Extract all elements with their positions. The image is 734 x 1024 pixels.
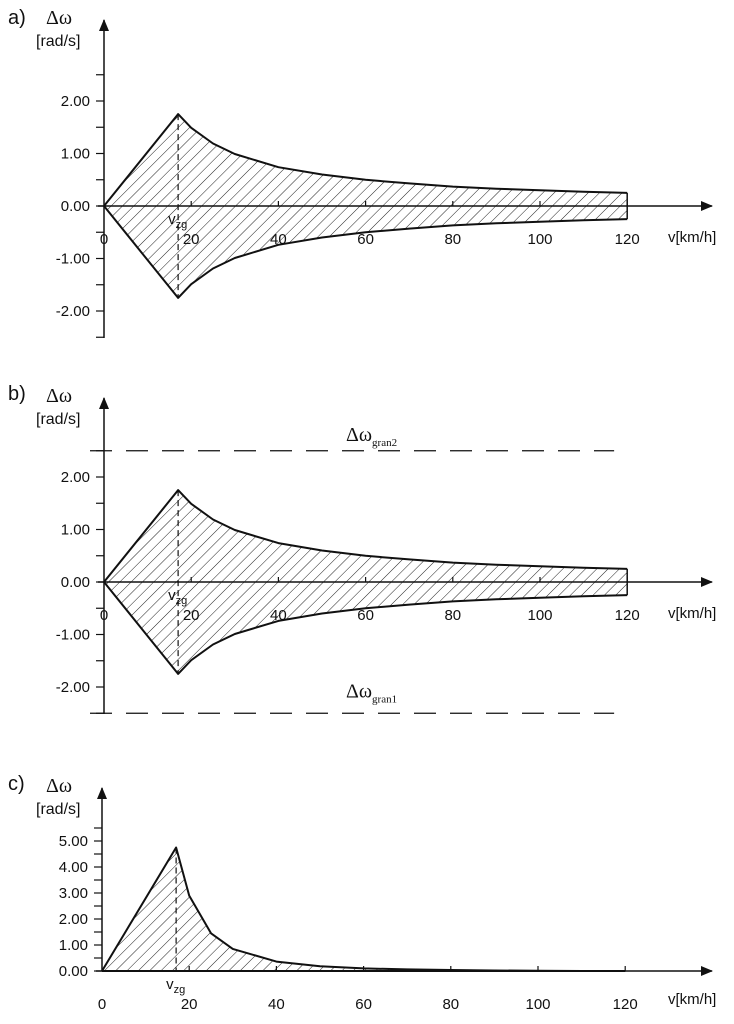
x-tick-label: 120: [615, 607, 640, 624]
y-tick-label: 0.00: [61, 198, 90, 215]
y-axis-symbol-b: Δω: [46, 385, 72, 407]
limit-label-lower: Δωgran1: [346, 680, 397, 705]
y-tick-label: 5.00: [59, 833, 88, 850]
vzg-subscript: zg: [174, 984, 186, 996]
x-tick-label: 120: [615, 231, 640, 248]
lower-curve: [103, 581, 628, 675]
x-tick-label: 0: [98, 996, 106, 1013]
chart-panel-a: a) Δω [rad/s] vzg 2.001.000.00-1.00-2.00…: [8, 7, 716, 338]
y-ticks-b: 2.00 1.00 0.00 -1.00 -2.00: [56, 450, 104, 714]
panel-label-b: b): [8, 383, 26, 405]
y-tick-label: 0.00: [61, 574, 90, 591]
y-tick-label: 1.00: [61, 522, 90, 539]
x-tick-label: 20: [181, 996, 198, 1013]
y-tick-label: -1.00: [56, 627, 90, 644]
y-tick-label: -2.00: [56, 303, 90, 320]
x-tick-label: 120: [613, 996, 638, 1013]
y-ticks-a: 2.00 1.00 0.00 -1.00 -2.00: [56, 74, 104, 338]
y-axis-unit-b: [rad/s]: [36, 411, 80, 428]
x-ticks-b: 0 20 40 60 80 100 120: [100, 577, 640, 624]
x-ticks-c: 0 20 40 60 80 100 120: [98, 966, 638, 1013]
y-tick-label: 3.00: [59, 885, 88, 902]
x-tick-label: 60: [357, 607, 374, 624]
y-tick-label: 0.00: [59, 963, 88, 980]
y-tick-label: -1.00: [56, 251, 90, 268]
vzg-subscript: zg: [176, 595, 188, 607]
y-tick-label: 2.00: [59, 911, 88, 928]
y-tick-label: 1.00: [59, 937, 88, 954]
y-tick-label: 1.00: [61, 146, 90, 163]
y-axis-unit-c: [rad/s]: [36, 801, 80, 818]
x-tick-label: 0: [100, 607, 108, 624]
panel-label-a: a): [8, 7, 26, 29]
x-tick-label: 40: [270, 231, 287, 248]
x-tick-label: 80: [442, 996, 459, 1013]
x-tick-label: 100: [527, 607, 552, 624]
chart-panel-c: c) Δω [rad/s] vzg 5.00 4.00 3.00 2.00 1.00 0.…: [8, 773, 716, 1013]
y-tick-label: -2.00: [56, 679, 90, 696]
upper-curve: [103, 113, 628, 207]
lower-curve: [103, 205, 628, 299]
y-axis-unit-a: [rad/s]: [36, 33, 80, 50]
x-tick-label: 80: [444, 231, 461, 248]
hatched-region: [102, 847, 626, 971]
hatched-area-c: [102, 847, 626, 971]
x-tick-label: 40: [270, 607, 287, 624]
limit-label-upper: Δωgran2: [346, 424, 397, 449]
x-tick-label: 100: [525, 996, 550, 1013]
x-tick-label: 60: [355, 996, 372, 1013]
upper-curve: [103, 489, 628, 583]
y-ticks-c: 5.00 4.00 3.00 2.00 1.00 0.00: [59, 827, 102, 980]
x-tick-label: 40: [268, 996, 285, 1013]
x-axis-label-b: v[km/h]: [668, 605, 716, 622]
limit-label-subscript: gran1: [372, 693, 397, 705]
vzg-label: vzg: [166, 976, 185, 996]
vzg-subscript: zg: [176, 219, 188, 231]
y-tick-label: 2.00: [61, 469, 90, 486]
y-tick-label: 2.00: [61, 93, 90, 110]
x-axis-label-c: v[km/h]: [668, 991, 716, 1008]
x-tick-label: 60: [357, 231, 374, 248]
x-ticks-a: 0 20 40 60 80 100 120: [100, 201, 640, 248]
x-tick-label: 20: [183, 231, 200, 248]
y-axis-symbol-c: Δω: [46, 775, 72, 797]
x-tick-label: 80: [444, 607, 461, 624]
x-tick-label: 20: [183, 607, 200, 624]
limit-label-subscript: gran2: [372, 437, 397, 449]
y-tick-label: 4.00: [59, 859, 88, 876]
x-axis-label-a: v[km/h]: [668, 229, 716, 246]
panel-label-c: c): [8, 773, 25, 795]
x-tick-label: 100: [527, 231, 552, 248]
x-tick-label: 0: [100, 231, 108, 248]
y-axis-symbol-a: Δω: [46, 7, 72, 29]
